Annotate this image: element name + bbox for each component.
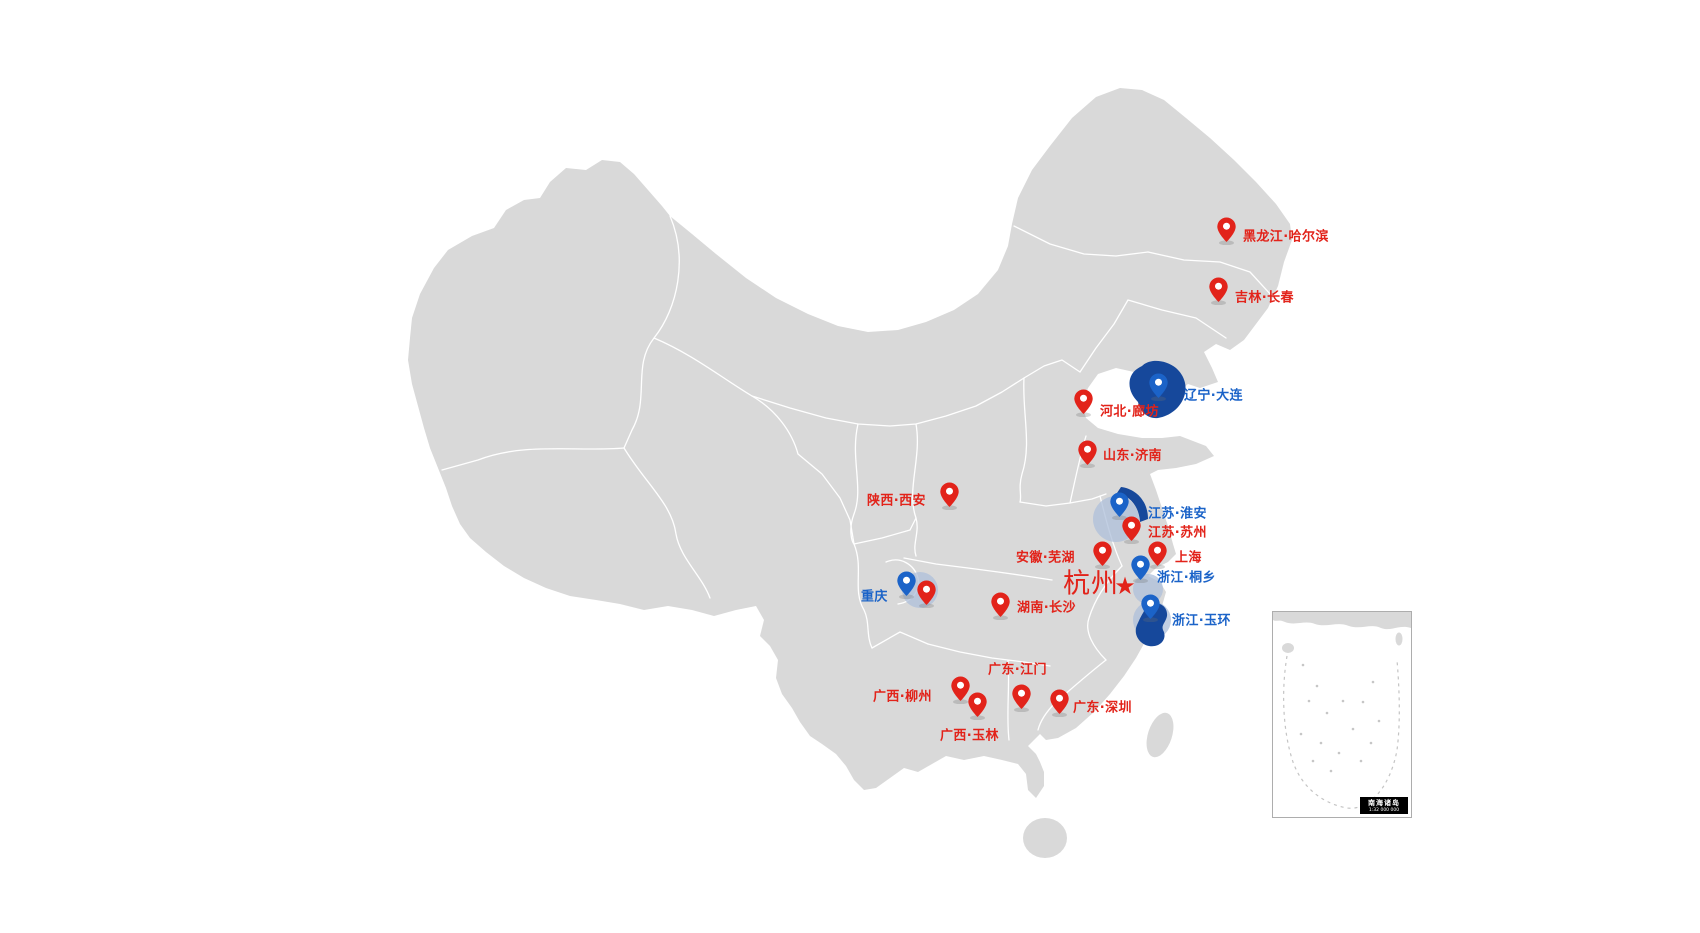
label-haerbin: 黑龙江·哈尔滨 (1243, 229, 1329, 245)
label-liuzhou: 广西·柳州 (873, 689, 932, 705)
pin-wuhu[interactable] (1092, 541, 1113, 569)
label-wuhu: 安徽·芜湖 (1016, 550, 1075, 566)
pin-dalian[interactable] (1148, 373, 1169, 401)
pin-xian[interactable] (939, 482, 960, 510)
pin-tongxiang[interactable] (1130, 555, 1151, 583)
pin-yulin[interactable] (967, 692, 988, 720)
province-borders (441, 215, 1273, 741)
pin-changsha[interactable] (990, 592, 1011, 620)
pin-huaian[interactable] (1109, 492, 1130, 520)
label-changsha: 湖南·长沙 (1017, 600, 1076, 616)
china-mainland (408, 88, 1292, 798)
label-huaian: 江苏·淮安 (1148, 506, 1207, 522)
pin-yuhuan[interactable] (1140, 594, 1161, 622)
label-shanghai: 上海 (1175, 550, 1202, 566)
label-chongqing: 重庆 (861, 589, 888, 605)
label-dalian: 辽宁·大连 (1184, 388, 1243, 404)
hainan-island (1023, 818, 1067, 858)
pin-jinan[interactable] (1077, 440, 1098, 468)
pin-changchun[interactable] (1208, 277, 1229, 305)
label-xian: 陕西·西安 (867, 493, 926, 509)
inset-scale: 1:32 000 000 (1368, 807, 1400, 813)
yuhuan-region-highlight[interactable] (1135, 603, 1168, 647)
pin-langfang[interactable] (1073, 389, 1094, 417)
hq-city-name: 杭州 (1063, 568, 1119, 600)
pin-chongqing-east[interactable] (916, 580, 937, 608)
label-tongxiang: 浙江·桐乡 (1157, 570, 1216, 586)
label-langfang: 河北·廊坊 (1100, 404, 1159, 420)
inset-islands (1299, 663, 1381, 773)
pin-shenzhen[interactable] (1049, 689, 1070, 717)
south-china-sea-inset: 南海诸岛 1:32 000 000 (1272, 611, 1412, 818)
label-shenzhen: 广东·深圳 (1073, 700, 1132, 716)
pin-chongqing[interactable] (896, 571, 917, 599)
label-yuhuan: 浙江·玉环 (1172, 613, 1231, 629)
label-suzhou: 江苏·苏州 (1148, 525, 1207, 541)
inset-title-box: 南海诸岛 1:32 000 000 (1360, 797, 1408, 814)
pin-liuzhou[interactable] (950, 676, 971, 704)
nine-dash-line (1283, 655, 1400, 809)
label-changchun: 吉林·长春 (1235, 290, 1294, 306)
pin-suzhou[interactable] (1121, 516, 1142, 544)
inset-title: 南海诸岛 (1368, 799, 1400, 807)
label-jinan: 山东·济南 (1103, 448, 1162, 464)
pin-haerbin[interactable] (1216, 217, 1237, 245)
taiwan-island (1146, 712, 1174, 758)
label-jiangmen: 广东·江门 (988, 662, 1047, 678)
pin-jiangmen[interactable] (1011, 684, 1032, 712)
pin-shanghai[interactable] (1147, 541, 1168, 569)
inset-map (1273, 612, 1411, 809)
hq-star-icon[interactable]: ★ (1114, 572, 1136, 601)
label-yulin: 广西·玉林 (940, 728, 999, 744)
